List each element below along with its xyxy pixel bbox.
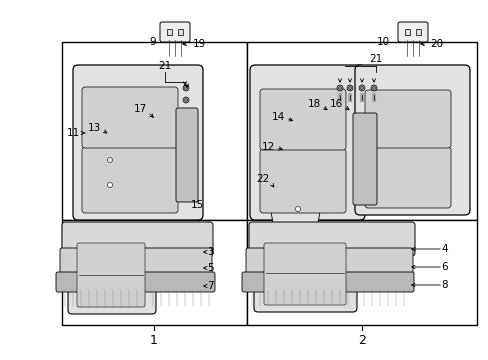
Circle shape xyxy=(358,85,364,91)
FancyBboxPatch shape xyxy=(260,149,346,213)
Text: 15: 15 xyxy=(190,200,203,210)
Polygon shape xyxy=(267,195,323,223)
FancyBboxPatch shape xyxy=(73,65,203,220)
Bar xyxy=(178,29,183,35)
Text: 17: 17 xyxy=(133,104,146,114)
FancyBboxPatch shape xyxy=(264,243,346,305)
Circle shape xyxy=(184,99,187,102)
Bar xyxy=(62,42,246,220)
Text: 13: 13 xyxy=(87,123,101,133)
Text: 1: 1 xyxy=(150,333,158,346)
Text: 11: 11 xyxy=(66,128,80,138)
FancyBboxPatch shape xyxy=(242,272,413,292)
FancyBboxPatch shape xyxy=(364,90,450,148)
Circle shape xyxy=(336,85,342,91)
FancyBboxPatch shape xyxy=(77,243,145,307)
Circle shape xyxy=(370,85,376,91)
FancyBboxPatch shape xyxy=(160,22,190,42)
Text: 9: 9 xyxy=(149,37,156,47)
Bar xyxy=(246,42,476,220)
FancyBboxPatch shape xyxy=(352,113,376,205)
FancyBboxPatch shape xyxy=(56,272,215,292)
FancyBboxPatch shape xyxy=(397,22,427,42)
Circle shape xyxy=(183,97,189,103)
FancyBboxPatch shape xyxy=(248,222,414,256)
Text: 5: 5 xyxy=(206,263,213,273)
Circle shape xyxy=(346,85,352,91)
Text: 21: 21 xyxy=(368,54,382,64)
Circle shape xyxy=(107,158,112,162)
Bar xyxy=(246,220,476,325)
FancyBboxPatch shape xyxy=(60,248,212,274)
FancyBboxPatch shape xyxy=(82,87,178,148)
Bar xyxy=(415,29,420,35)
Circle shape xyxy=(372,86,375,90)
Text: 21: 21 xyxy=(158,61,171,71)
FancyBboxPatch shape xyxy=(354,65,469,215)
FancyBboxPatch shape xyxy=(176,108,198,202)
Bar xyxy=(62,220,246,325)
Circle shape xyxy=(338,86,341,90)
Text: 2: 2 xyxy=(357,333,365,346)
Text: 19: 19 xyxy=(192,39,205,49)
FancyBboxPatch shape xyxy=(68,231,156,314)
Circle shape xyxy=(348,86,351,90)
Text: 18: 18 xyxy=(307,99,320,109)
Text: 4: 4 xyxy=(441,244,447,254)
Bar xyxy=(404,29,409,35)
Text: 22: 22 xyxy=(256,174,269,184)
Text: 6: 6 xyxy=(441,262,447,272)
FancyBboxPatch shape xyxy=(62,222,213,256)
Circle shape xyxy=(360,86,363,90)
FancyBboxPatch shape xyxy=(364,147,450,208)
Circle shape xyxy=(295,207,300,212)
Circle shape xyxy=(183,85,189,91)
Text: 20: 20 xyxy=(429,39,443,49)
Text: 7: 7 xyxy=(206,281,213,291)
Text: 8: 8 xyxy=(441,280,447,290)
FancyBboxPatch shape xyxy=(260,89,346,150)
Text: 16: 16 xyxy=(329,99,342,109)
FancyBboxPatch shape xyxy=(253,231,356,312)
Text: 10: 10 xyxy=(376,37,389,47)
Text: 3: 3 xyxy=(206,247,213,257)
Bar xyxy=(167,29,172,35)
Circle shape xyxy=(107,183,112,188)
Text: 12: 12 xyxy=(261,142,274,152)
FancyBboxPatch shape xyxy=(82,147,178,213)
FancyBboxPatch shape xyxy=(249,65,364,220)
FancyBboxPatch shape xyxy=(245,248,412,274)
Circle shape xyxy=(184,86,187,90)
Text: 14: 14 xyxy=(271,112,284,122)
